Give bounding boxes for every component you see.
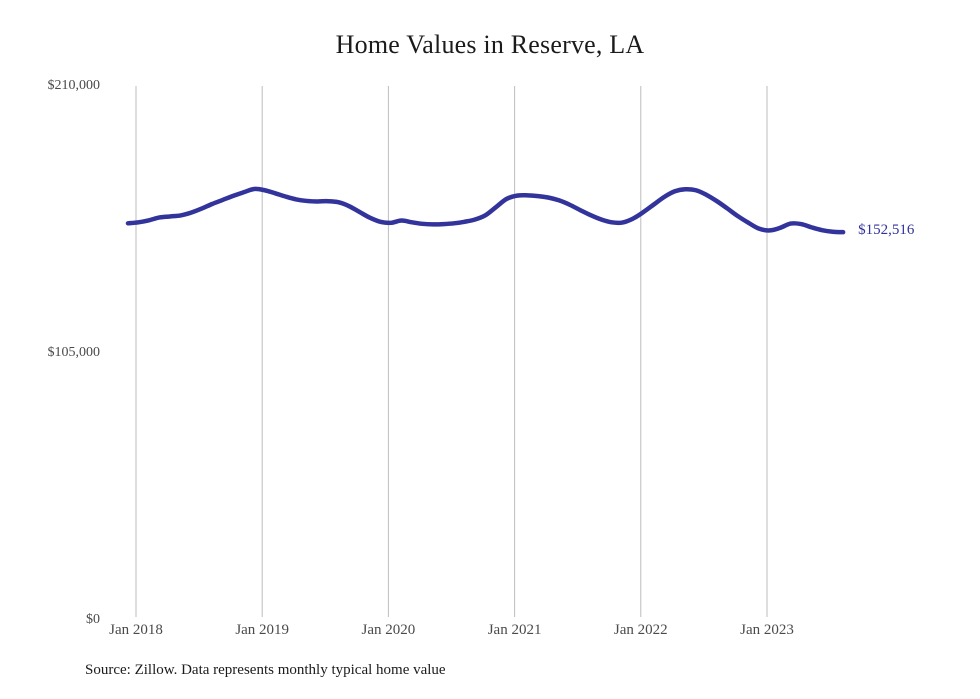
end-value-annotation: $152,516: [858, 222, 915, 239]
data-series-line: [125, 186, 846, 235]
x-axis-tick-label: Jan 2023: [740, 622, 794, 638]
gridlines-group: [135, 86, 768, 617]
y-axis-tick-label-mid: $105,000: [47, 345, 101, 360]
x-axis-tick-label: Jan 2018: [109, 622, 163, 638]
x-axis-tick-label: Jan 2020: [361, 622, 416, 638]
y-axis-tick-label-zero: $0: [86, 612, 100, 627]
chart-title: Home Values in Reserve, LA: [335, 30, 645, 59]
y-axis-tick-label-top: $210,000: [47, 78, 101, 93]
x-axis-tick-label: Jan 2019: [235, 622, 290, 638]
x-axis-tick-label: Jan 2022: [613, 622, 668, 638]
x-axis-tick-label: Jan 2021: [487, 622, 542, 638]
source-note: Source: Zillow. Data represents monthly …: [85, 662, 446, 678]
